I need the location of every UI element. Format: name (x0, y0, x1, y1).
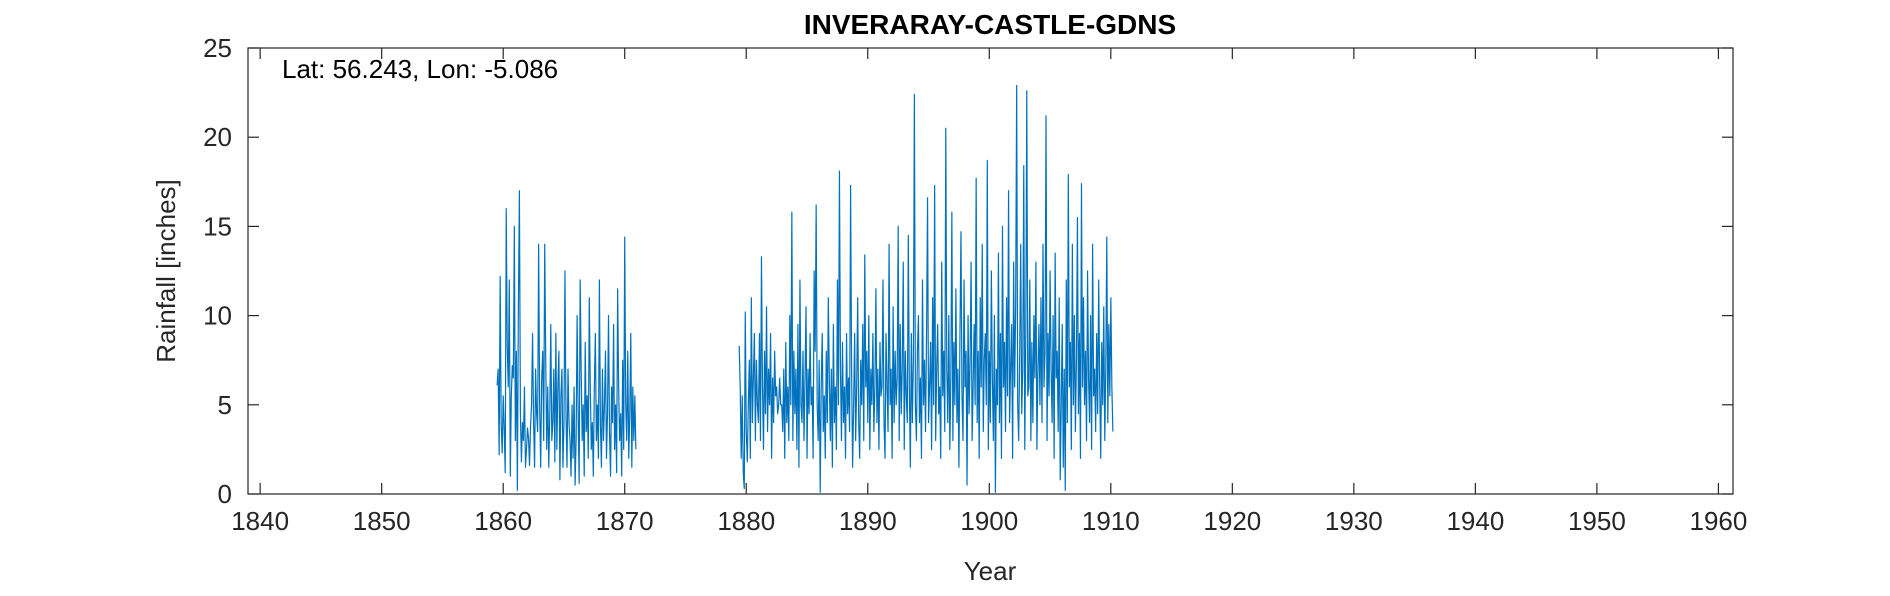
x-tick-label: 1950 (1568, 506, 1626, 536)
y-tick-label: 20 (203, 122, 232, 152)
rainfall-series-line-segment-1 (496, 190, 637, 492)
axes-layer: 1840 1850 1860 1870 1880 1890 1900 1910 1920 1930… (203, 33, 1747, 536)
x-axis-label: Year (964, 556, 1017, 586)
y-tick-label: 5 (218, 390, 232, 420)
x-tick-label: 1960 (1689, 506, 1747, 536)
x-tick-label: 1850 (353, 506, 411, 536)
location-annotation: Lat: 56.243, Lon: -5.086 (282, 54, 558, 84)
data-layer (496, 84, 1114, 493)
x-tick-label: 1860 (474, 506, 532, 536)
x-tick-label: 1840 (231, 506, 289, 536)
y-tick-label: 10 (203, 301, 232, 331)
y-tick-label: 25 (203, 33, 232, 63)
y-tick-label: 0 (218, 479, 232, 509)
x-tick-label: 1940 (1446, 506, 1504, 536)
x-tick-label: 1870 (596, 506, 654, 536)
y-tick-label: 15 (203, 211, 232, 241)
chart-title: INVERARAY-CASTLE-GDNS (804, 9, 1176, 40)
x-tick-label: 1880 (717, 506, 775, 536)
y-axis-label: Rainfall [inches] (151, 179, 181, 363)
axes-box (247, 47, 1734, 495)
x-tick-label: 1930 (1325, 506, 1383, 536)
x-tick-label: 1890 (839, 506, 897, 536)
x-tick-label: 1910 (1082, 506, 1140, 536)
rainfall-series-line-segment-2 (738, 84, 1114, 493)
x-tick-label: 1900 (960, 506, 1018, 536)
plot-area (248, 48, 1733, 494)
x-tick-label: 1920 (1203, 506, 1261, 536)
